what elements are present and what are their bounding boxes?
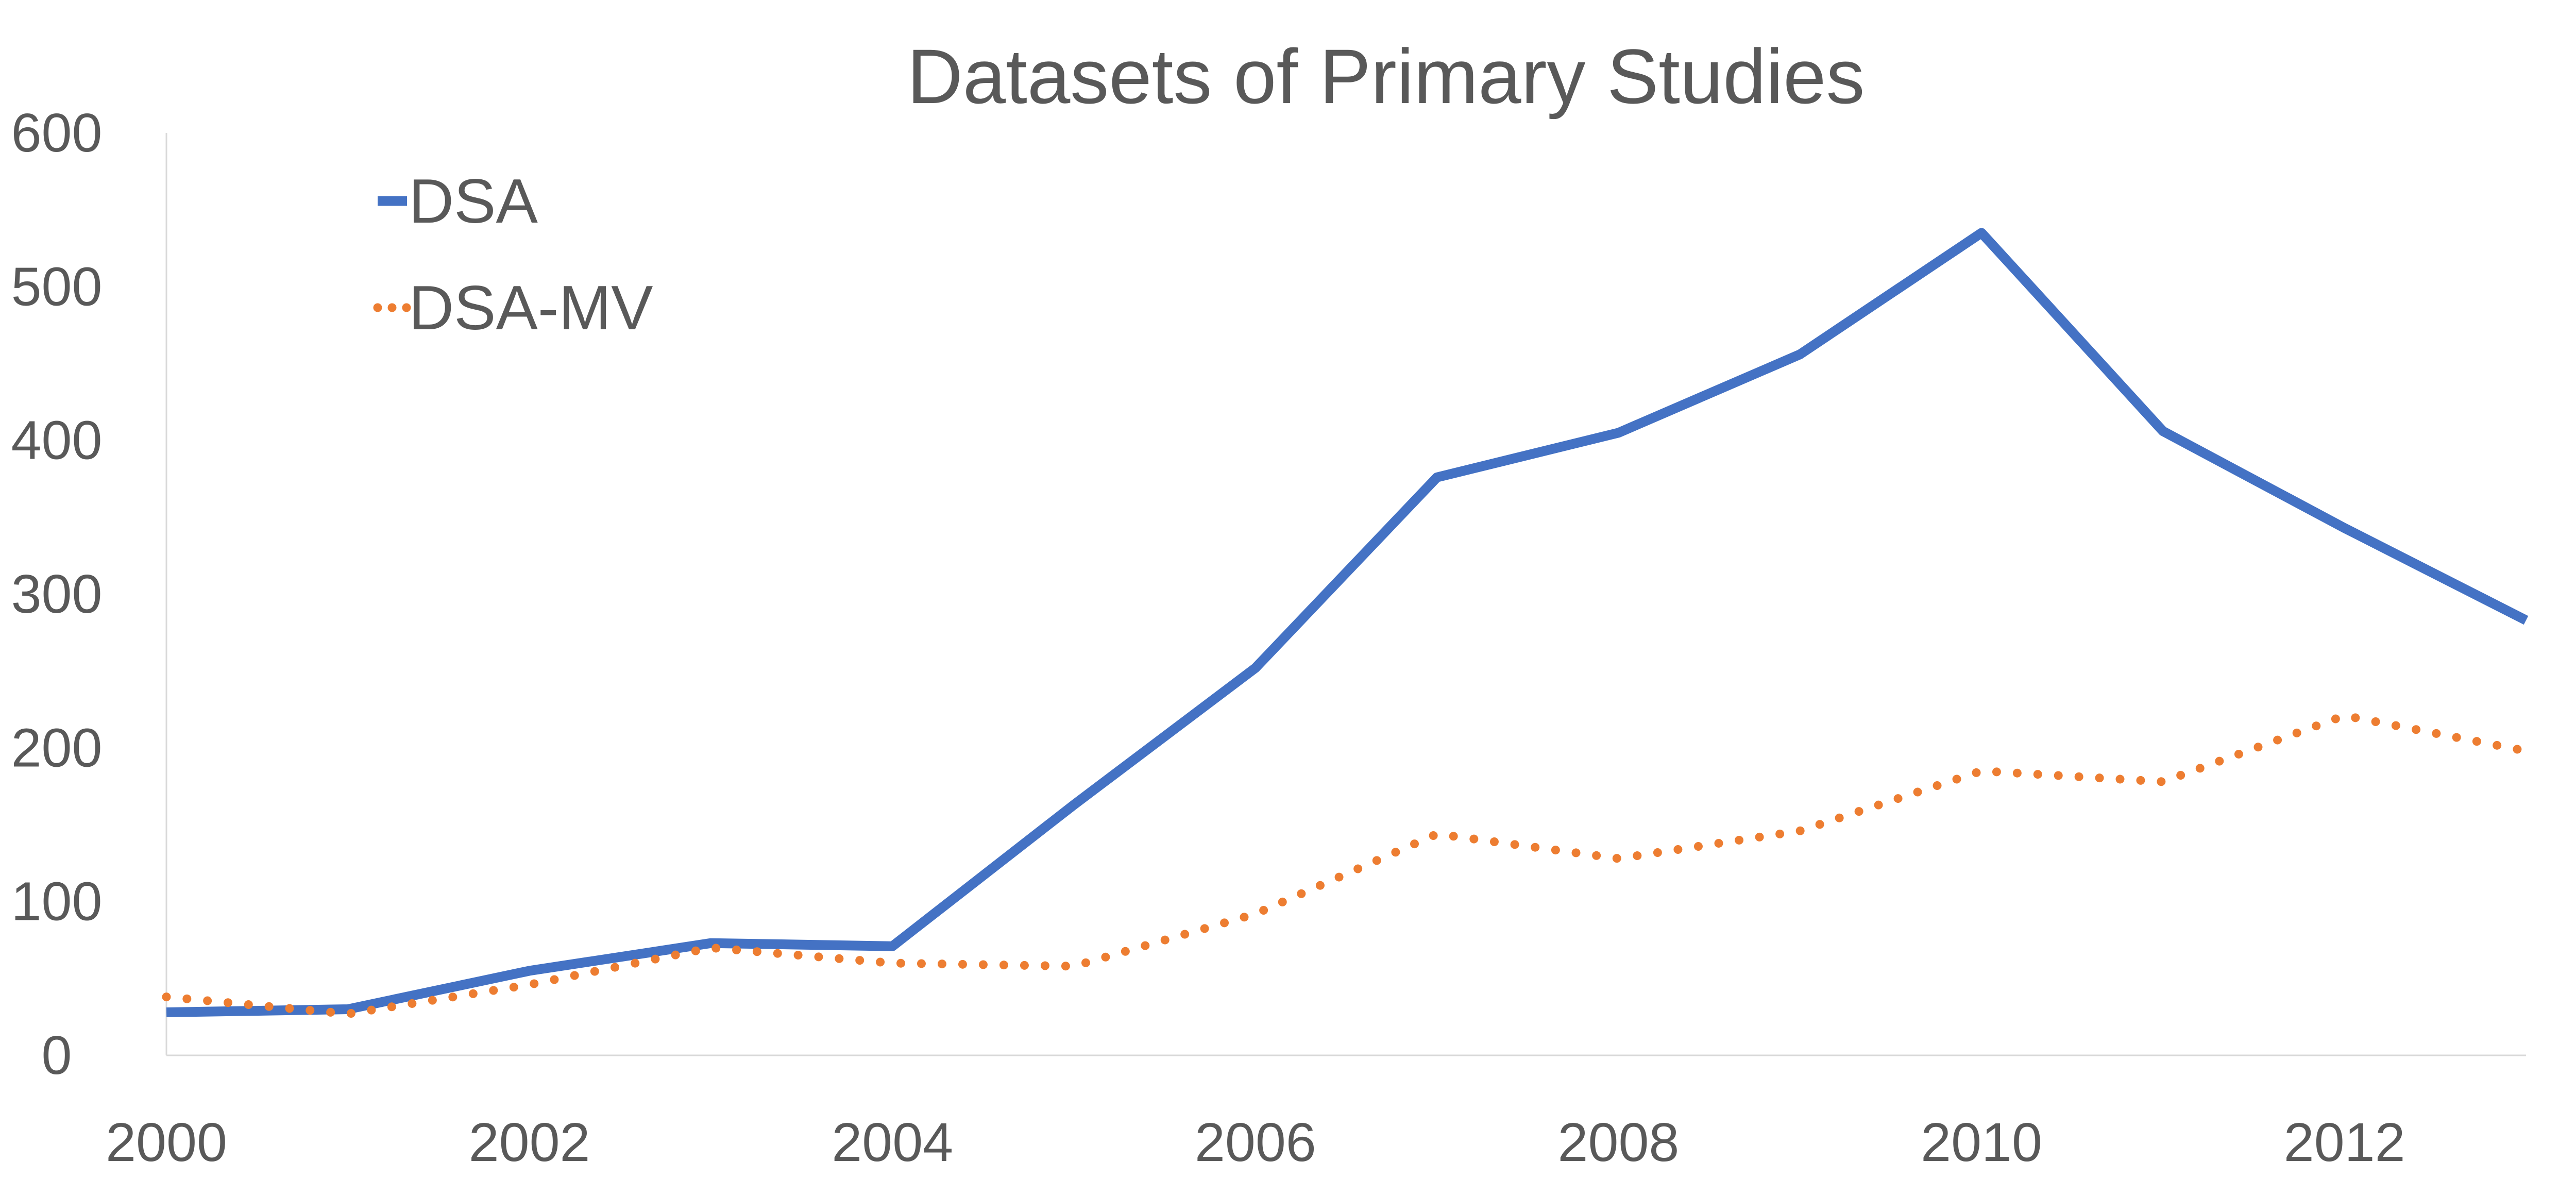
data-point-dsa-mv [1252, 911, 1259, 917]
data-point-dsa-mv [2160, 779, 2166, 785]
x-tick-label: 2002 [469, 1112, 590, 1173]
data-point-dsa-mv [163, 994, 170, 1000]
y-tick-label: 500 [11, 256, 103, 317]
data-point-dsa-mv [1797, 828, 1803, 834]
data-point-dsa-mv [1434, 831, 1440, 837]
data-point-dsa [1434, 474, 1440, 480]
y-tick-label: 400 [11, 410, 103, 471]
y-tick-label: 600 [11, 103, 103, 163]
data-point-dsa [1978, 230, 1985, 236]
y-tick-label: 200 [11, 717, 103, 778]
data-point-dsa [2160, 428, 2166, 434]
data-point-dsa-mv [2342, 713, 2348, 719]
data-point-dsa [527, 968, 533, 974]
x-tick-label: 2008 [1558, 1112, 1680, 1173]
data-point-dsa-mv [2523, 748, 2529, 754]
data-point-dsa-mv [345, 1011, 351, 1017]
data-point-dsa [163, 1009, 170, 1015]
legend-label-dsa: DSA [409, 166, 538, 236]
data-point-dsa-mv [527, 982, 533, 988]
chart-title: Datasets of Primary Studies [907, 33, 1865, 120]
data-point-dsa [889, 943, 895, 949]
series-line-dsa [166, 228, 2529, 1017]
x-tick-label: 2010 [1921, 1112, 2042, 1173]
x-tick-label: 2006 [1195, 1112, 1316, 1173]
data-point-dsa-mv [1615, 855, 1621, 862]
data-point-dsa-mv [1071, 963, 1077, 969]
data-point-dsa [1615, 430, 1621, 436]
y-tick-label: 0 [42, 1025, 72, 1086]
x-tick-label: 2012 [2284, 1112, 2405, 1173]
data-point-dsa [1252, 665, 1259, 671]
data-point-dsa [1071, 802, 1077, 808]
y-tick-label: 100 [11, 871, 103, 932]
y-tick-label: 300 [11, 564, 103, 625]
data-point-dsa-mv [708, 945, 714, 951]
x-tick-label: 2004 [832, 1112, 953, 1173]
data-point-dsa-mv [1978, 768, 1985, 774]
data-point-dsa [1797, 351, 1803, 358]
x-tick-label: 2000 [106, 1112, 227, 1173]
data-point-dsa [2523, 617, 2529, 624]
data-point-dsa [2342, 525, 2348, 531]
legend-label-dsa-mv: DSA-MV [409, 273, 653, 343]
data-point-dsa-mv [889, 960, 895, 966]
